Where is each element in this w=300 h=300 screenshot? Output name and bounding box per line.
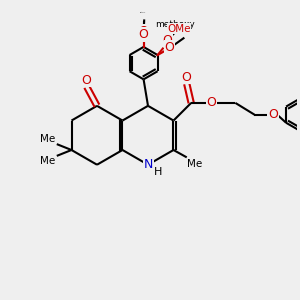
Text: O: O (162, 34, 172, 46)
Text: methoxy: methoxy (175, 23, 181, 25)
Text: O: O (181, 71, 191, 84)
Text: Me: Me (40, 156, 56, 166)
Text: OMe: OMe (167, 23, 190, 34)
Text: Me: Me (40, 134, 56, 144)
Text: Me: Me (187, 159, 202, 169)
Text: O: O (81, 74, 91, 87)
Text: N: N (144, 158, 153, 171)
Text: O: O (139, 25, 148, 38)
Text: O: O (206, 96, 216, 109)
Text: O: O (162, 34, 172, 46)
Text: O: O (268, 108, 278, 121)
Text: O: O (164, 40, 174, 54)
Text: methoxy: methoxy (140, 11, 146, 13)
Text: methoxy: methoxy (155, 20, 195, 29)
Text: O: O (139, 28, 148, 41)
Text: methoxy: methoxy (177, 38, 183, 39)
Text: H: H (154, 167, 163, 177)
